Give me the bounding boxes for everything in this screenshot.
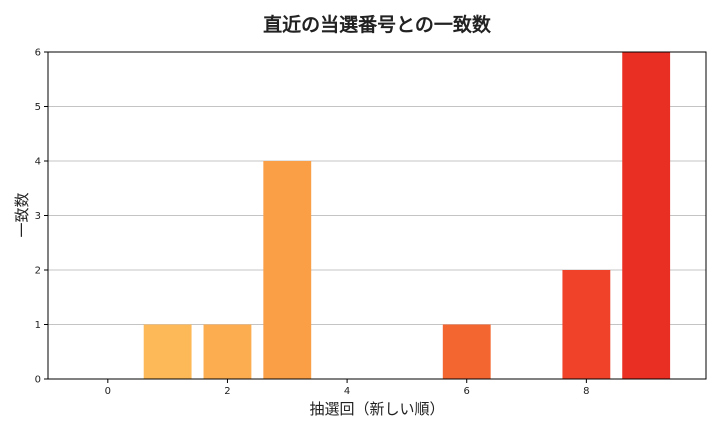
y-tick-label: 5 — [35, 102, 41, 113]
y-tick-label: 6 — [35, 48, 41, 59]
x-ticks: 0 2 4 6 8 — [105, 379, 590, 397]
bar — [442, 324, 491, 379]
x-tick-label: 0 — [105, 386, 111, 397]
bar — [263, 161, 312, 379]
y-tick-label: 4 — [35, 157, 41, 168]
y-ticks: 0 1 2 3 4 5 6 — [35, 48, 48, 386]
bar — [622, 52, 671, 379]
y-tick-label: 0 — [35, 375, 41, 386]
y-axis-label: 一致数 — [13, 192, 31, 237]
x-tick-label: 2 — [224, 386, 230, 397]
chart-title: 直近の当選番号との一致数 — [263, 13, 492, 36]
y-tick-label: 2 — [35, 266, 41, 277]
bar — [203, 324, 252, 379]
x-tick-label: 6 — [464, 386, 470, 397]
bar — [143, 324, 192, 379]
x-tick-label: 8 — [583, 386, 589, 397]
y-tick-label: 3 — [35, 211, 41, 222]
x-axis-label: 抽選回（新しい順） — [309, 400, 444, 418]
bars — [143, 52, 671, 379]
x-tick-label: 4 — [344, 386, 350, 397]
bar — [562, 270, 611, 379]
y-tick-label: 1 — [35, 320, 41, 331]
